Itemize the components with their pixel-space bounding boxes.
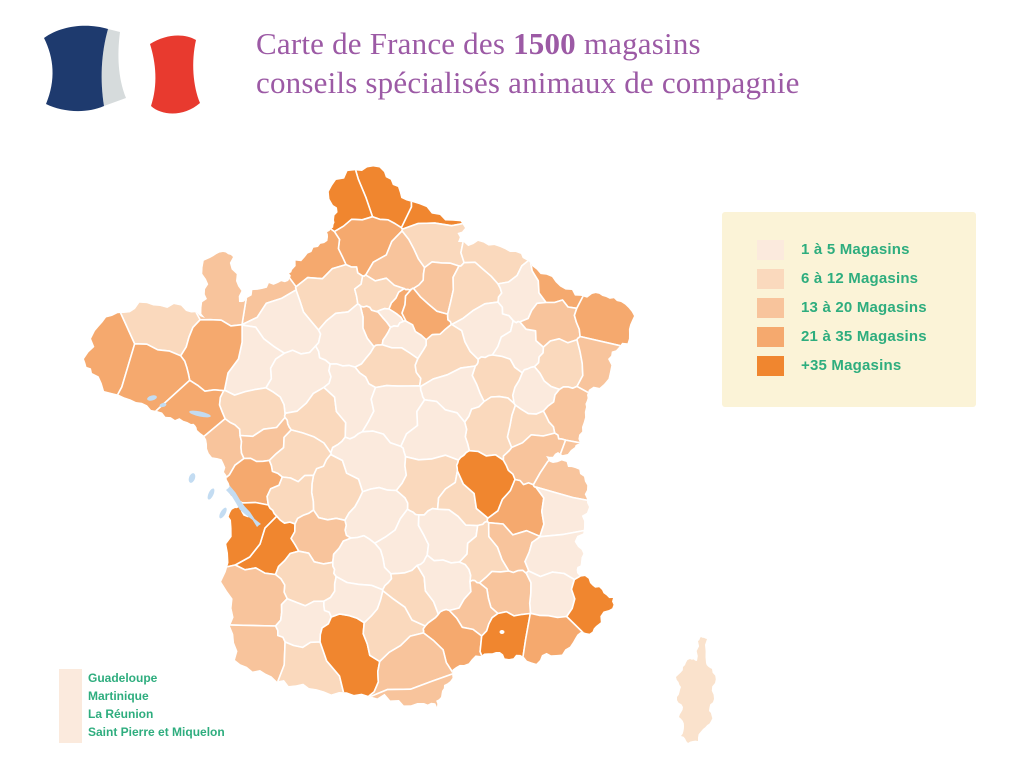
- coastal-water-feature: [188, 473, 196, 483]
- legend-label: 13 à 20 Magasins: [801, 299, 927, 316]
- department-region: [573, 166, 634, 374]
- legend-swatch: [757, 326, 784, 347]
- overseas-labels: Guadeloupe Martinique La Réunion Saint Pier…: [88, 669, 225, 741]
- department-region: [84, 166, 136, 512]
- coastal-water-feature: [207, 488, 215, 500]
- department-region: [535, 486, 634, 538]
- page-title: Carte de France des 1500 magasins consei…: [256, 24, 976, 102]
- corsica-region: [676, 637, 716, 743]
- department-region: [84, 417, 245, 565]
- legend-label: 6 à 12 Magasins: [801, 270, 919, 287]
- department-region: [213, 166, 374, 233]
- legend-item: 6 à 12 Magasins: [757, 268, 966, 289]
- legend-item: 13 à 20 Magasins: [757, 297, 966, 318]
- department-region: [400, 166, 530, 230]
- french-flag-icon: [44, 25, 200, 114]
- legend-swatch: [757, 268, 784, 289]
- title-line-1: Carte de France des 1500 magasins: [256, 26, 701, 61]
- overseas-swatch: [59, 669, 82, 743]
- department-region: [84, 379, 226, 547]
- coastal-water-feature: [147, 395, 157, 401]
- legend-item: 1 à 5 Magasins: [757, 239, 966, 260]
- legend-items: 1 à 5 Magasins 6 à 12 Magasins 13 à 20 Mag…: [757, 239, 966, 376]
- overseas-label: Guadeloupe: [88, 671, 158, 685]
- map-legend: 1 à 5 Magasins 6 à 12 Magasins 13 à 20 Mag…: [722, 212, 976, 407]
- legend-swatch: [757, 239, 784, 260]
- overseas-label: Martinique: [88, 689, 149, 703]
- overseas-label: La Réunion: [88, 707, 154, 721]
- overseas-label: Saint Pierre et Miquelon: [88, 725, 225, 739]
- legend-label: 21 à 35 Magasins: [801, 328, 927, 345]
- department-region: [529, 166, 634, 310]
- department-region: [542, 385, 634, 445]
- flag-white-stripe: [101, 29, 126, 106]
- mainland-group: [84, 166, 634, 707]
- department-region: [565, 500, 634, 707]
- department-region: [576, 335, 634, 472]
- coastal-water-feature: [189, 410, 211, 418]
- coastal-water-feature: [159, 402, 167, 408]
- legend-swatch: [757, 355, 784, 376]
- flag-blue-stripe: [44, 25, 108, 112]
- department-region: [224, 166, 347, 288]
- title-line-2: conseils spécialisés animaux de compagni…: [256, 65, 800, 100]
- legend-label: 1 à 5 Magasins: [801, 241, 910, 258]
- department-region: [479, 610, 532, 707]
- coastal-water-feature: [499, 630, 505, 634]
- gironde-estuary-water: [226, 486, 261, 527]
- department-region: [84, 166, 201, 357]
- legend-item: +35 Magasins: [757, 355, 966, 376]
- flag-red-stripe: [150, 35, 200, 114]
- overseas-territories: Guadeloupe Martinique La Réunion Saint Pier…: [59, 669, 225, 743]
- legend-swatch: [757, 297, 784, 318]
- department-region: [95, 166, 249, 327]
- department-region: [525, 570, 576, 619]
- legend-item: 21 à 35 Magasins: [757, 326, 966, 347]
- department-region: [84, 564, 288, 635]
- coastal-water-feature: [219, 507, 227, 519]
- legend-label: +35 Magasins: [801, 357, 902, 374]
- store-count: 1500: [513, 26, 576, 61]
